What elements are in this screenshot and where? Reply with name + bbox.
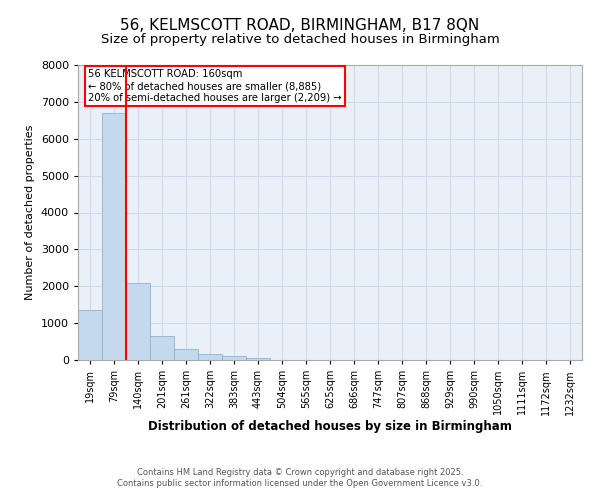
Bar bbox=[246, 358, 270, 360]
Bar bbox=[222, 356, 246, 360]
Text: Size of property relative to detached houses in Birmingham: Size of property relative to detached ho… bbox=[101, 32, 499, 46]
Bar bbox=[198, 354, 222, 360]
Bar bbox=[150, 336, 174, 360]
Bar bbox=[78, 310, 102, 360]
Text: 56 KELMSCOTT ROAD: 160sqm
← 80% of detached houses are smaller (8,885)
20% of se: 56 KELMSCOTT ROAD: 160sqm ← 80% of detac… bbox=[88, 70, 342, 102]
Y-axis label: Number of detached properties: Number of detached properties bbox=[25, 125, 35, 300]
Bar bbox=[126, 282, 150, 360]
X-axis label: Distribution of detached houses by size in Birmingham: Distribution of detached houses by size … bbox=[148, 420, 512, 433]
Text: Contains HM Land Registry data © Crown copyright and database right 2025.
Contai: Contains HM Land Registry data © Crown c… bbox=[118, 468, 482, 487]
Bar bbox=[174, 348, 198, 360]
Text: 56, KELMSCOTT ROAD, BIRMINGHAM, B17 8QN: 56, KELMSCOTT ROAD, BIRMINGHAM, B17 8QN bbox=[121, 18, 479, 32]
Bar bbox=[102, 113, 126, 360]
